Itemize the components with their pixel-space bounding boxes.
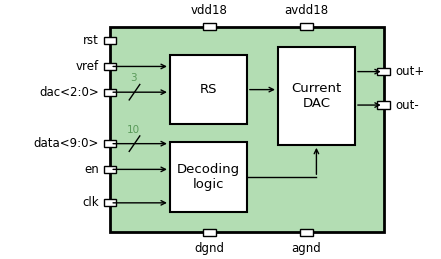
Text: avdd18: avdd18 <box>284 4 329 17</box>
Bar <box>104 37 116 44</box>
Bar <box>104 199 116 206</box>
Bar <box>170 55 247 124</box>
Text: en: en <box>84 163 99 176</box>
Text: out+: out+ <box>395 65 424 78</box>
Bar <box>377 102 390 109</box>
Text: vdd18: vdd18 <box>191 4 228 17</box>
Text: rst: rst <box>83 34 99 47</box>
Text: dgnd: dgnd <box>194 242 224 255</box>
Bar <box>300 229 313 236</box>
Bar <box>278 47 355 145</box>
Bar <box>110 27 384 232</box>
Text: Current
DAC: Current DAC <box>292 82 341 110</box>
Text: dac<2:0>: dac<2:0> <box>39 86 99 99</box>
Bar <box>300 23 313 30</box>
Text: out-: out- <box>395 99 419 112</box>
Bar <box>203 23 216 30</box>
Bar <box>104 140 116 147</box>
Bar <box>377 68 390 75</box>
Text: 3: 3 <box>130 73 137 83</box>
Bar <box>170 142 247 212</box>
Text: 10: 10 <box>127 125 140 135</box>
Bar <box>104 166 116 173</box>
Text: clk: clk <box>82 196 99 209</box>
Bar <box>104 63 116 70</box>
Bar <box>104 89 116 96</box>
Text: RS: RS <box>200 83 217 96</box>
Text: Decoding
logic: Decoding logic <box>177 163 240 191</box>
Bar <box>203 229 216 236</box>
Text: vref: vref <box>76 60 99 73</box>
Text: data<9:0>: data<9:0> <box>34 137 99 150</box>
Text: agnd: agnd <box>292 242 321 255</box>
